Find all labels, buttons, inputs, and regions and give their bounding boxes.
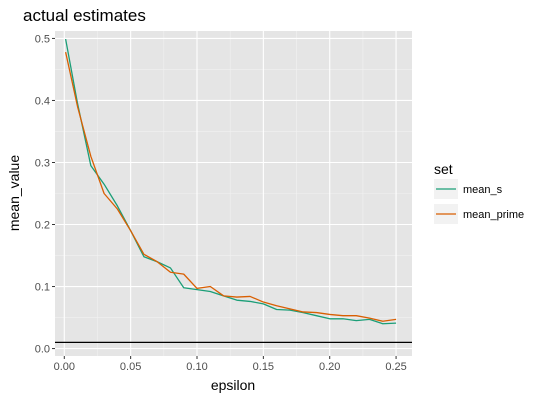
x-axis-ticks: 0.00 0.05 0.10 0.15 0.20 0.25 (54, 356, 407, 373)
legend-item: mean_prime (434, 204, 524, 224)
y-axis-title: mean_value (6, 155, 22, 231)
x-axis-title: epsilon (211, 377, 255, 393)
x-tick-label: 0.05 (120, 361, 141, 373)
y-tick-label: 0.3 (35, 157, 50, 169)
y-tick-label: 0.0 (35, 344, 50, 356)
x-tick-label: 0.25 (385, 361, 406, 373)
series-line-mean-prime (64, 51, 397, 322)
legend: set mean_s mean_prime (434, 161, 524, 224)
x-tick-label: 0.00 (54, 361, 75, 373)
x-tick-label: 0.10 (186, 361, 207, 373)
legend-label: mean_s (463, 184, 503, 196)
y-axis-ticks: 0.0 0.1 0.2 0.3 0.4 0.5 (35, 33, 55, 356)
major-gridlines (55, 31, 412, 356)
y-tick-label: 0.2 (35, 220, 50, 232)
legend-item: mean_s (434, 179, 503, 199)
legend-items: mean_s mean_prime (434, 179, 524, 224)
y-tick-label: 0.4 (35, 95, 50, 107)
legend-title: set (434, 161, 453, 177)
minor-gridlines (55, 31, 412, 356)
x-tick-label: 0.15 (253, 361, 274, 373)
y-tick-label: 0.5 (35, 33, 50, 45)
y-tick-label: 0.1 (35, 282, 50, 294)
legend-label: mean_prime (463, 209, 524, 221)
series-line-mean-s (64, 38, 397, 325)
series-layer (64, 38, 397, 325)
x-tick-label: 0.20 (319, 361, 340, 373)
chart-title: actual estimates (23, 6, 146, 25)
